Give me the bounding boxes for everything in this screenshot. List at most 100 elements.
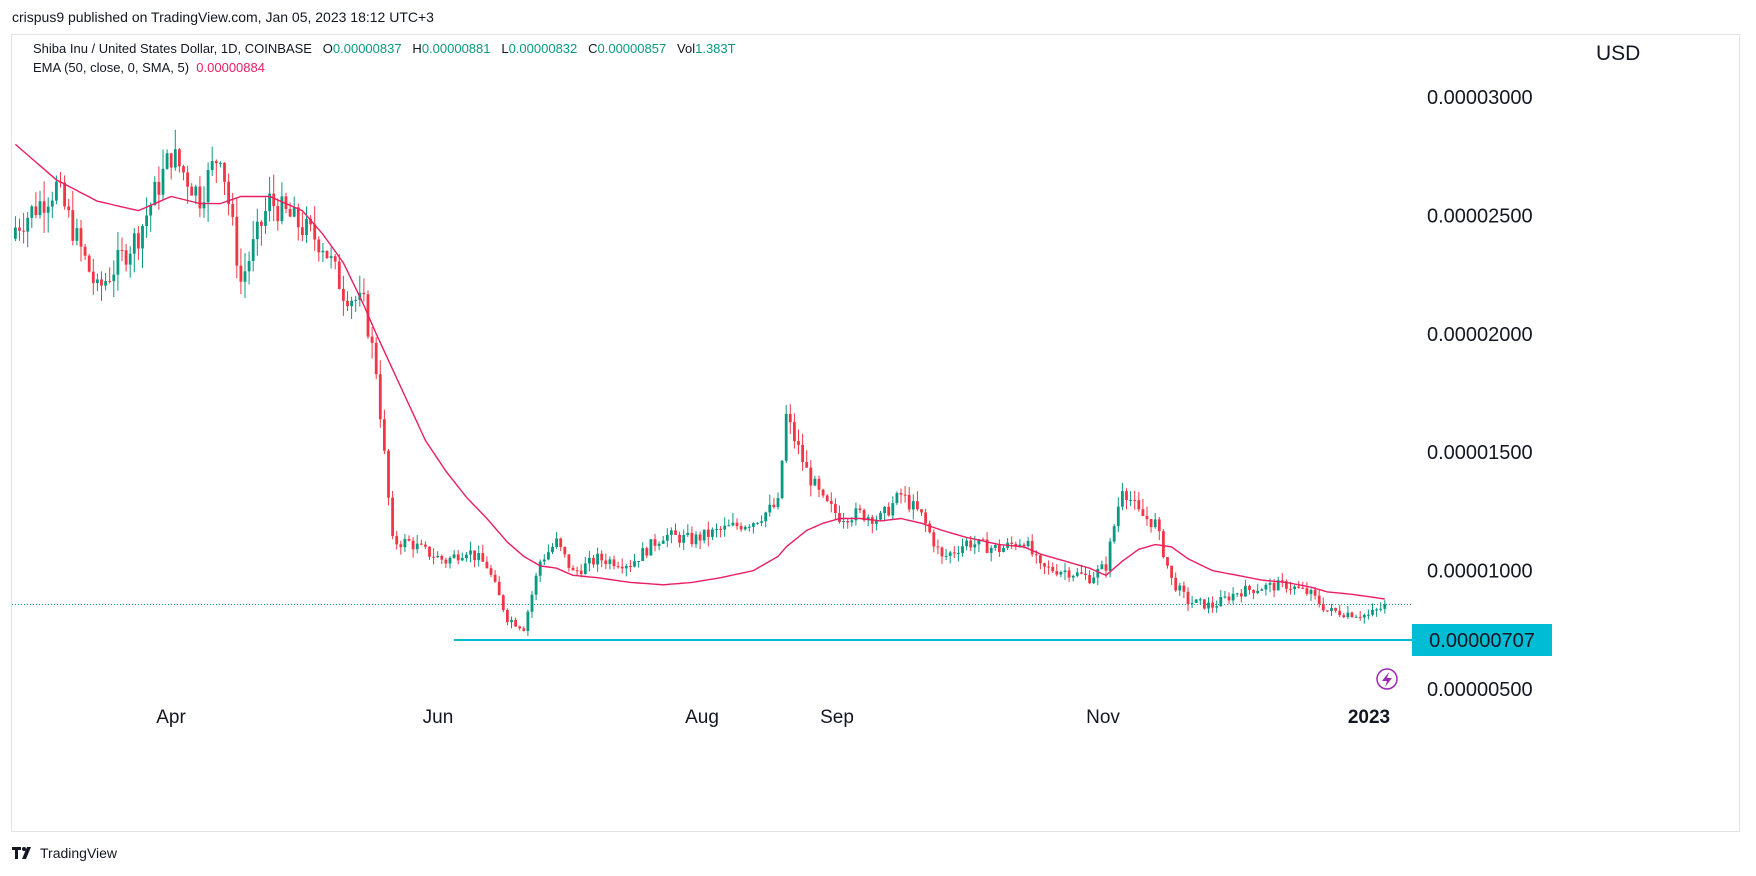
candle (112, 274, 116, 282)
candle (350, 300, 353, 307)
price-tick-label: 0.00002000 (1427, 324, 1533, 346)
tradingview-brand[interactable]: TradingView (12, 845, 117, 861)
candle (579, 570, 583, 575)
candle (608, 559, 612, 565)
candle (63, 182, 66, 207)
candle (1268, 582, 1272, 585)
candle (694, 534, 698, 545)
candle (653, 539, 657, 546)
candle (538, 561, 542, 576)
candle (780, 460, 784, 499)
candle (1227, 596, 1231, 601)
candle (756, 522, 759, 524)
candle (145, 215, 148, 226)
legend-symbol: Shiba Inu / United States Dollar, 1D, CO… (33, 41, 312, 56)
candle (817, 478, 821, 490)
candle (346, 300, 349, 307)
candle (79, 228, 83, 247)
candle (194, 186, 198, 196)
candle (100, 279, 103, 286)
candle (588, 557, 591, 564)
candle (1350, 612, 1354, 618)
candle (674, 530, 677, 535)
candle (965, 540, 968, 547)
candle (1223, 596, 1227, 598)
candle (592, 557, 595, 565)
legend-vol-label: Vol (677, 41, 696, 56)
candle (612, 559, 616, 567)
candle (809, 467, 813, 486)
legend-ema[interactable]: EMA (50, close, 0, SMA, 5) 0.00000884 (33, 60, 265, 75)
candle (1104, 564, 1108, 571)
candle (50, 200, 54, 207)
candle (1096, 568, 1100, 578)
candle (202, 202, 206, 209)
candle (875, 519, 878, 524)
candle (469, 550, 472, 555)
candle (1178, 585, 1182, 591)
candle (1211, 602, 1214, 608)
candle (1326, 610, 1329, 612)
legend-close-label: C (588, 41, 598, 56)
candle (87, 255, 91, 272)
candle (436, 555, 440, 558)
candle (518, 626, 522, 629)
candle (858, 508, 862, 510)
candle (337, 261, 341, 289)
candle (977, 539, 981, 545)
candle (391, 497, 394, 537)
candle (1371, 610, 1374, 615)
candle (649, 539, 653, 556)
candle (698, 534, 702, 541)
candle (71, 210, 75, 241)
candle (272, 193, 276, 207)
candle (604, 560, 608, 565)
candle (223, 162, 226, 182)
candle (583, 563, 587, 575)
candle (75, 228, 79, 241)
candle (993, 545, 997, 548)
candle (961, 546, 964, 553)
candle (973, 544, 977, 548)
candle (760, 521, 763, 523)
candle (34, 206, 38, 216)
candle (30, 206, 34, 218)
candle (784, 414, 788, 461)
candle (165, 153, 169, 169)
candlestick-chart[interactable]: 0.00003000 0.00002500 0.00002000 0.00001500… (12, 35, 1739, 831)
legend-ohlc[interactable]: Shiba Inu / United States Dollar, 1D, CO… (33, 41, 736, 56)
candle (292, 207, 296, 217)
candle (1215, 606, 1219, 608)
candle (620, 566, 624, 569)
candle (616, 566, 620, 568)
candle (661, 540, 665, 544)
candle (555, 538, 558, 547)
candle (805, 462, 809, 468)
candle (333, 256, 337, 262)
currency-label[interactable]: USD (1596, 42, 1641, 65)
candle (1203, 599, 1206, 609)
candle (219, 162, 222, 164)
candle (1039, 555, 1042, 564)
candle (1034, 554, 1038, 556)
candle (936, 546, 940, 548)
candle (1219, 597, 1223, 607)
candle (883, 506, 886, 514)
candle (153, 181, 157, 206)
candle (1170, 565, 1173, 578)
candle (383, 419, 386, 451)
candle (1182, 585, 1186, 592)
candle (641, 548, 645, 561)
candle (288, 208, 292, 217)
candle (489, 568, 493, 575)
candle (735, 522, 739, 527)
candle (1301, 587, 1305, 589)
time-tick-label: Sep (820, 707, 854, 728)
lightning-bolt-icon (1382, 672, 1392, 687)
candle (321, 250, 325, 253)
candle (711, 529, 714, 537)
candle (1338, 610, 1342, 616)
candle (67, 206, 71, 211)
candle (1010, 542, 1014, 544)
chart-pane[interactable]: 0.00003000 0.00002500 0.00002000 0.00001500… (11, 34, 1740, 832)
